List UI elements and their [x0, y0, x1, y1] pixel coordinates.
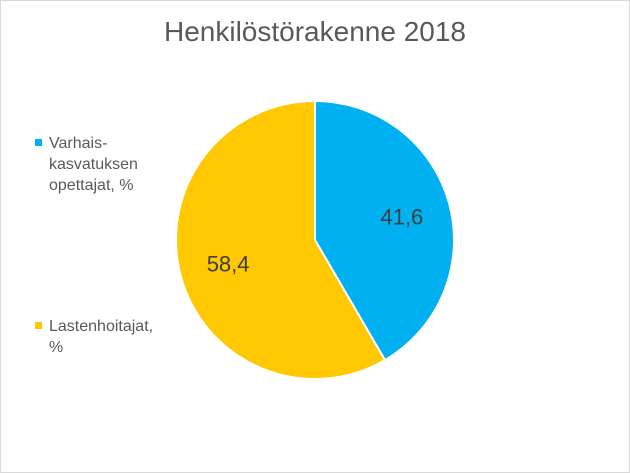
legend-item-varhaiskasvatuksen-opettajat: Varhais-kasvatuksen opettajat, %: [35, 133, 167, 196]
legend-item-lastenhoitajat: Lastenhoitajat, %: [35, 316, 167, 358]
data-label-0: 41,6: [380, 205, 423, 230]
data-label-1: 58,4: [207, 251, 250, 276]
pie-data-labels: 41,6 58,4: [207, 205, 424, 277]
chart-title: Henkilöstörakenne 2018: [164, 16, 466, 47]
legend-label-varhaiskasvatuksen-opettajat: Varhais-kasvatuksen opettajat, %: [49, 135, 138, 194]
pie-slices: [175, 99, 455, 380]
pie-slice-1: [175, 99, 387, 380]
legend-swatch-lastenhoitajat: [35, 322, 42, 329]
legend-swatch-varhaiskasvatuksen-opettajat: [35, 139, 42, 146]
legend-label-lastenhoitajat: Lastenhoitajat, %: [49, 318, 154, 356]
pie-slice-0: [314, 99, 455, 362]
